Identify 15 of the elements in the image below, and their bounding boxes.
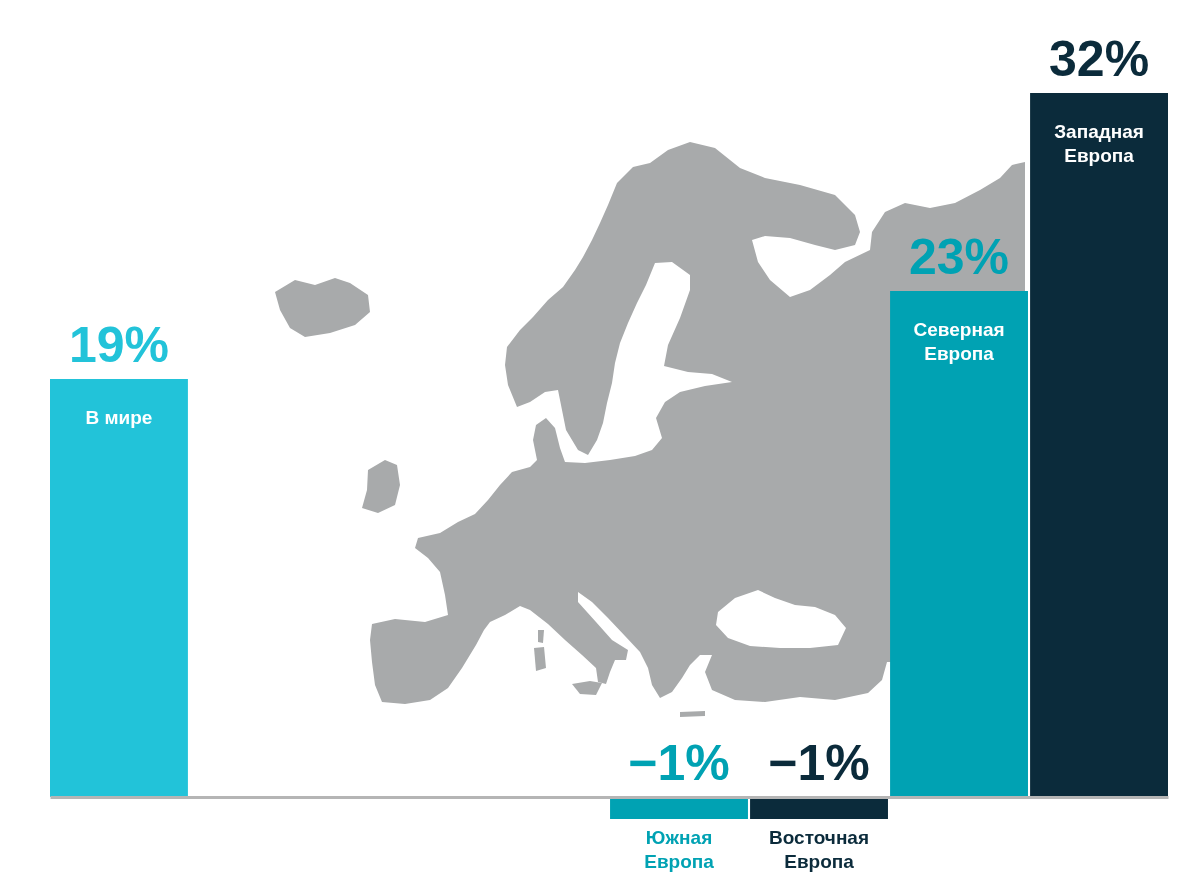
bar bbox=[890, 291, 1028, 797]
x-tick-label: В мире bbox=[85, 407, 153, 428]
bar bbox=[1030, 93, 1168, 797]
x-tick-label: Северная Европа bbox=[913, 319, 1005, 364]
bar bbox=[750, 797, 888, 819]
x-tick-label: Южная Европа bbox=[644, 827, 715, 872]
bar bbox=[50, 379, 188, 797]
data-label: 23% bbox=[908, 229, 1010, 285]
x-tick-label: Западная Европа bbox=[1054, 121, 1144, 166]
data-label: 19% bbox=[68, 317, 169, 373]
bar bbox=[610, 797, 748, 819]
data-label: 32% bbox=[1049, 31, 1150, 87]
x-tick-label: Восточная Европа bbox=[769, 827, 870, 872]
data-label: −1% bbox=[768, 735, 870, 791]
data-label: −1% bbox=[628, 735, 730, 791]
